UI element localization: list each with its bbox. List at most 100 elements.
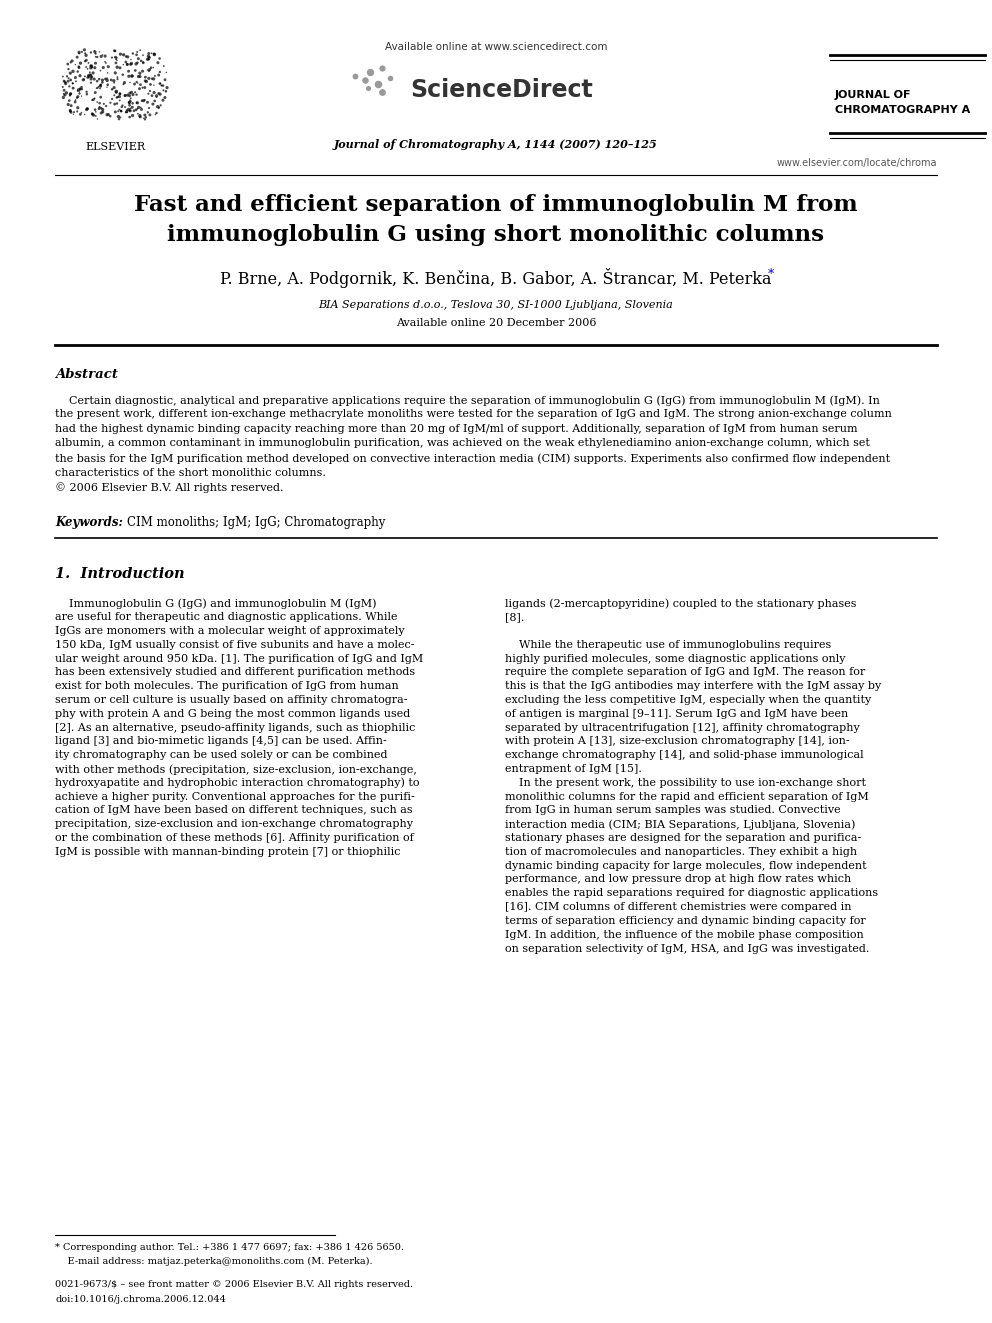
Point: [116, 44, 132, 65]
Point: [61, 58, 76, 79]
Point: [106, 73, 122, 94]
Point: [142, 81, 158, 102]
Point: [136, 90, 152, 111]
Point: [137, 77, 153, 98]
Point: [62, 85, 77, 106]
Point: [96, 93, 112, 114]
Point: [117, 97, 133, 118]
Point: [71, 57, 87, 78]
Text: on separation selectivity of IgM, HSA, and IgG was investigated.: on separation selectivity of IgM, HSA, a…: [505, 943, 869, 954]
Text: P. Brne, A. Podgornik, K. Benčina, B. Gabor, A. Štrancar, M. Peterka: P. Brne, A. Podgornik, K. Benčina, B. Ga…: [220, 269, 772, 288]
Point: [62, 101, 78, 122]
Point: [150, 52, 166, 73]
Point: [121, 91, 137, 112]
Point: [78, 50, 94, 71]
Point: [83, 69, 99, 90]
Point: [56, 87, 71, 108]
Point: [100, 105, 116, 126]
Point: [112, 44, 128, 65]
Point: [111, 86, 127, 107]
Point: [141, 67, 157, 89]
Point: [140, 60, 156, 81]
Point: [58, 85, 73, 106]
Point: [151, 98, 167, 119]
Point: [132, 40, 148, 61]
Point: [141, 46, 157, 67]
Point: [69, 97, 85, 118]
Point: [129, 93, 145, 114]
Point: [92, 60, 108, 81]
Point: [59, 82, 74, 103]
Point: [99, 62, 115, 83]
Point: [82, 56, 98, 77]
Text: Immunoglobulin G (IgG) and immunoglobulin M (IgM): Immunoglobulin G (IgG) and immunoglobuli…: [55, 598, 377, 609]
Point: [126, 101, 142, 122]
Text: While the therapeutic use of immunoglobulins requires: While the therapeutic use of immunoglobu…: [505, 640, 831, 650]
Point: [362, 61, 378, 82]
Point: [125, 83, 141, 105]
Point: [131, 97, 147, 118]
Point: [143, 74, 159, 95]
Point: [134, 99, 150, 120]
Point: [104, 46, 120, 67]
Point: [100, 74, 116, 95]
Point: [67, 67, 83, 89]
Point: [155, 90, 171, 111]
Point: [119, 102, 135, 123]
Point: [57, 85, 72, 106]
Point: [93, 46, 109, 67]
Text: from IgG in human serum samples was studied. Convective: from IgG in human serum samples was stud…: [505, 806, 840, 815]
Text: the basis for the IgM purification method developed on convective interaction me: the basis for the IgM purification metho…: [55, 452, 890, 463]
Point: [112, 107, 128, 128]
Point: [58, 73, 73, 94]
Point: [108, 82, 124, 103]
Point: [61, 70, 76, 91]
Point: [121, 61, 137, 82]
Point: [91, 69, 107, 90]
Text: stationary phases are designed for the separation and purifica-: stationary phases are designed for the s…: [505, 833, 861, 843]
Point: [56, 83, 71, 105]
Point: [148, 105, 164, 126]
Point: [137, 70, 153, 91]
Text: CHROMATOGRAPHY A: CHROMATOGRAPHY A: [835, 105, 970, 115]
Point: [87, 41, 103, 62]
Point: [83, 73, 99, 94]
Point: [120, 46, 136, 67]
Point: [71, 83, 87, 105]
Point: [142, 60, 158, 81]
Point: [56, 70, 71, 91]
Point: [149, 86, 165, 107]
Point: [154, 75, 170, 97]
Point: [157, 69, 173, 90]
Point: [124, 82, 140, 103]
Point: [99, 105, 115, 126]
Point: [130, 52, 146, 73]
Point: [110, 106, 126, 127]
Text: tion of macromolecules and nanoparticles. They exhibit a high: tion of macromolecules and nanoparticles…: [505, 847, 857, 857]
Text: [8].: [8].: [505, 613, 525, 622]
Point: [152, 48, 168, 69]
Point: [124, 65, 140, 86]
Point: [80, 65, 96, 86]
Text: CIM monoliths; IgM; IgG; Chromatography: CIM monoliths; IgM; IgG; Chromatography: [127, 516, 385, 529]
Point: [64, 50, 80, 71]
Point: [107, 62, 123, 83]
Text: Available online at www.sciencedirect.com: Available online at www.sciencedirect.co…: [385, 42, 607, 52]
Point: [73, 86, 89, 107]
Text: with other methods (precipitation, size-exclusion, ion-exchange,: with other methods (precipitation, size-…: [55, 765, 417, 775]
Point: [141, 83, 157, 105]
Point: [92, 75, 108, 97]
Point: [93, 98, 109, 119]
Point: [83, 66, 99, 87]
Point: [89, 46, 105, 67]
Point: [76, 40, 92, 61]
Point: [98, 95, 114, 116]
Point: [78, 45, 94, 66]
Point: [150, 97, 166, 118]
Point: [122, 71, 138, 93]
Point: [152, 73, 168, 94]
Point: [89, 108, 105, 130]
Point: [85, 89, 101, 110]
Point: [78, 81, 94, 102]
Point: [130, 73, 146, 94]
